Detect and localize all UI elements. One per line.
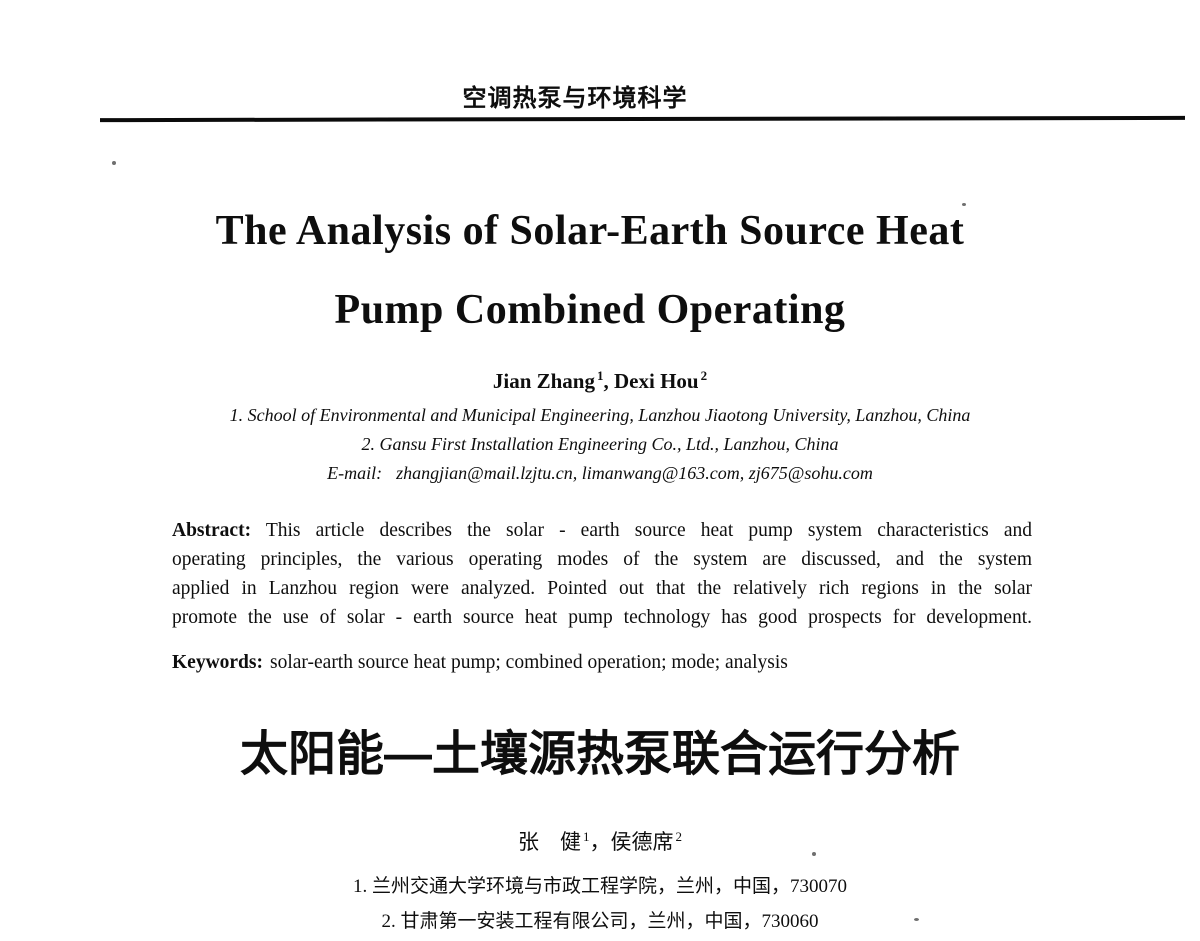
- email-addresses: zhangjian@mail.lzjtu.cn, limanwang@163.c…: [396, 463, 873, 483]
- email-label: E-mail:: [327, 463, 383, 483]
- author-1-superscript-zh: 1: [582, 829, 590, 844]
- abstract-label: Abstract:: [172, 520, 252, 541]
- scan-speck: [914, 918, 919, 921]
- author-1-name-zh: 张 健: [517, 830, 581, 854]
- affiliation-english-2: 2. Gansu First Installation Engineering …: [361, 434, 839, 454]
- abstract-line-2: operating principles, the various operat…: [172, 549, 1032, 570]
- scan-speck: [112, 161, 116, 165]
- scan-speck: [962, 203, 966, 206]
- author-1-name: Jian Zhang: [492, 369, 595, 393]
- abstract-line-1: Abstract: This article describes the sol…: [172, 516, 1032, 545]
- author-1-superscript: 1: [597, 368, 604, 383]
- paper-title-line-2: Pump Combined Operating: [334, 287, 846, 333]
- abstract-text-1: This article describes the solar - earth…: [265, 520, 1032, 541]
- author-2-name-zh: 侯德席: [610, 830, 674, 854]
- author-2-name: Dexi Hou: [614, 369, 699, 393]
- email-line: E-mail: zhangjian@mail.lzjtu.cn, limanwan…: [0, 463, 1200, 484]
- affiliation-chinese-1: 1. 兰州交通大学环境与市政工程学院，兰州，中国，730070: [352, 876, 847, 897]
- keywords-section: Keywords: solar-earth source heat pump; c…: [172, 652, 1072, 674]
- header-divider-rule: [99, 115, 1186, 123]
- authors-english: Jian Zhang 1, Dexi Hou 2: [0, 368, 1200, 394]
- author-2-superscript-zh: 2: [675, 829, 683, 844]
- affiliation-chinese-2: 2. 甘肃第一安装工程有限公司，兰州，中国，730060: [381, 911, 819, 932]
- keywords-label: Keywords:: [172, 652, 263, 673]
- author-2-superscript: 2: [700, 368, 708, 383]
- affiliation-english-1: 1. School of Environmental and Municipal…: [229, 405, 971, 425]
- author-separator: ,: [603, 369, 615, 393]
- paper-title-chinese: 太阳能—土壤源热泵联合运行分析: [239, 728, 960, 781]
- paper-title: The Analysis of Solar-Earth Source Heat …: [0, 192, 1180, 350]
- scan-speck: [812, 852, 816, 856]
- abstract-line-3: applied in Lanzhou region were analyzed.…: [172, 578, 1032, 599]
- authors-chinese: 张 健 1，侯德席 2: [0, 826, 1200, 856]
- abstract-line-4: promote the use of solar - earth source …: [172, 607, 1032, 628]
- abstract-section: Abstract: This article describes the sol…: [172, 516, 1032, 632]
- paper-title-line-1: The Analysis of Solar-Earth Source Heat: [215, 208, 965, 254]
- author-separator-zh: ，: [589, 830, 611, 854]
- journal-running-head: 空调热泵与环境科学: [462, 86, 688, 112]
- keywords-text: solar-earth source heat pump; combined o…: [270, 652, 788, 673]
